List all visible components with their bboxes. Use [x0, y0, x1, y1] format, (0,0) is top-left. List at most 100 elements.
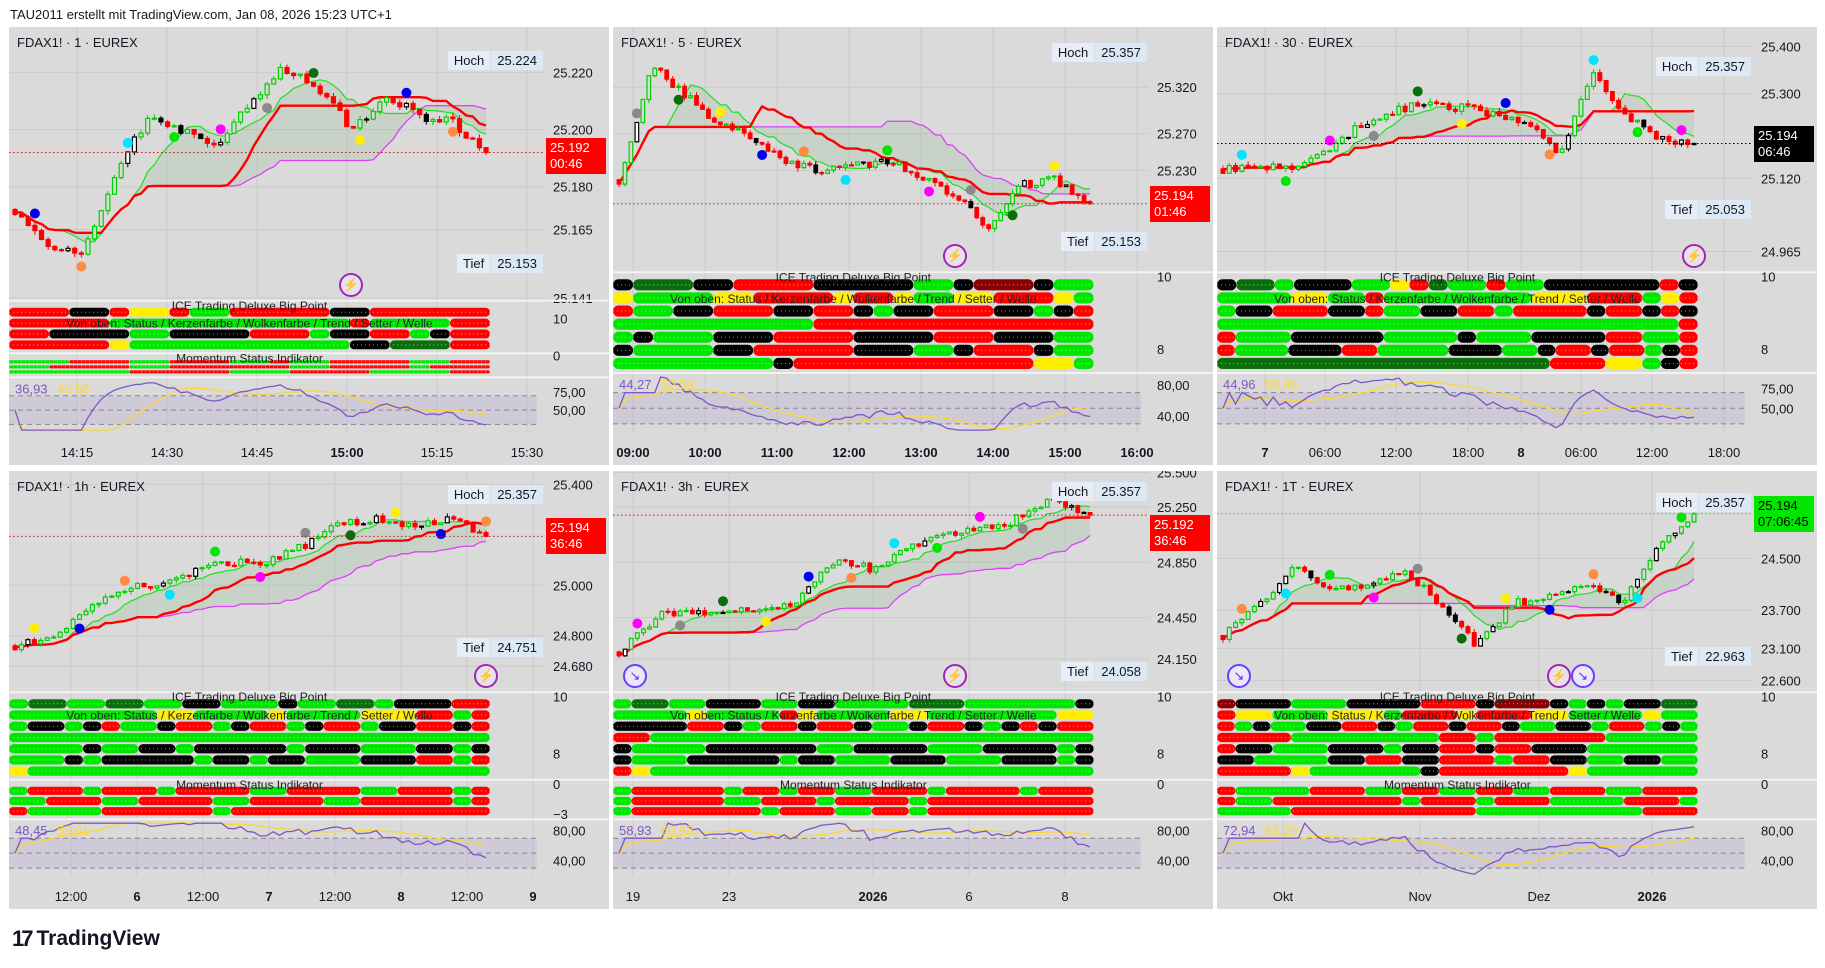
chart-canvas[interactable]: 25.500 25.250 24.850 24.450 24.150 ICE Tradin…	[613, 471, 1213, 909]
ice-strip-legend: Von oben: Status / Kerzenfarbe / Wolkenf…	[670, 292, 1037, 306]
chart-panel[interactable]: 25.400 25.300 25.120 24.965 ICE Trading Delu…	[1217, 27, 1817, 465]
chart-canvas[interactable]: 25.400 25.300 25.120 24.965 ICE Trading Delu…	[1217, 27, 1817, 465]
candle	[135, 582, 141, 589]
lightning-icon[interactable]: ⚡	[943, 244, 967, 269]
chart-panel[interactable]: 24.500 23.700 23.100 22.600 ICE Trading Delu…	[1217, 471, 1817, 909]
signal-marker	[1588, 55, 1599, 66]
candle	[1446, 103, 1452, 110]
momentum-strip-segment	[229, 370, 290, 374]
signal-marker	[1500, 98, 1511, 109]
ice-strip-segment	[1033, 344, 1054, 356]
ice-strip-segment	[1494, 744, 1532, 754]
tradingview-logo-text: TradingView	[36, 927, 160, 950]
ice-strip-segment	[1549, 699, 1569, 709]
candle	[289, 549, 295, 553]
price-axis-label: 25.141	[553, 291, 593, 306]
candle	[634, 121, 640, 143]
candle	[837, 165, 843, 168]
lightning-icon[interactable]: ⚡	[943, 664, 967, 689]
lightning-icon[interactable]: ⚡	[1547, 664, 1571, 689]
candle	[291, 72, 297, 77]
chart-canvas[interactable]: 25.220 25.200 25.180 25.165 25.141 ICE Tradin…	[9, 27, 609, 465]
candle	[1352, 584, 1358, 591]
ice-strip-segment	[1383, 331, 1458, 343]
candle	[1459, 620, 1465, 628]
candle	[861, 161, 866, 164]
candle	[1628, 586, 1634, 601]
candle	[1302, 161, 1308, 167]
chart-panel[interactable]: 25.500 25.250 24.850 24.450 24.150 ICE Tradin…	[613, 471, 1213, 909]
candle	[659, 610, 665, 620]
candle	[781, 603, 787, 610]
ice-strip-segment	[853, 744, 928, 754]
arrow-icon[interactable]: ↘	[623, 664, 647, 689]
candle	[184, 128, 191, 134]
symbol-title[interactable]: FDAX1! · 1h · EUREX	[17, 479, 145, 494]
candle	[664, 69, 670, 80]
lightning-icon[interactable]: ⚡	[339, 272, 363, 297]
ice-strip-segment	[760, 721, 798, 731]
candle	[745, 607, 750, 612]
ice-strip-segment	[1346, 699, 1421, 709]
candle	[1004, 203, 1009, 214]
ice-strip-segment	[1642, 305, 1661, 317]
price-axis-label: 25.180	[553, 180, 593, 195]
symbol-title[interactable]: FDAX1! · 30 · EUREX	[1225, 35, 1353, 50]
signal-marker	[262, 102, 273, 113]
last-price-label: 25.194 07:06:45	[1754, 495, 1814, 532]
candle	[102, 596, 108, 604]
candle	[885, 561, 891, 566]
symbol-title[interactable]: FDAX1! · 1T · EUREX	[1225, 479, 1354, 494]
conversion-line	[14, 79, 487, 244]
time-axis-label: 10:00	[688, 445, 721, 460]
ice-strip-segment	[742, 721, 761, 731]
chart-canvas[interactable]: 25.320 25.270 25.230 ICE Trading Deluxe Big…	[613, 27, 1213, 465]
time-axis-label: 9	[529, 889, 536, 904]
ice-strip-segment	[613, 766, 632, 776]
candle	[771, 150, 777, 153]
ice-strip-segment	[853, 344, 914, 356]
candle	[317, 85, 323, 95]
ice-strip-segment	[834, 699, 909, 709]
momentum-strip-segment	[286, 786, 361, 795]
chart-canvas[interactable]: 25.400 25.000 24.800 24.680 ICE Trading Delu…	[9, 471, 609, 909]
ice-strip-segment	[753, 344, 854, 356]
high-label-value: 25.357	[1699, 493, 1751, 513]
arrow-icon[interactable]: ↘	[1570, 664, 1595, 689]
candle	[1081, 194, 1087, 203]
chart-panel[interactable]: 25.220 25.200 25.180 25.165 25.141 ICE Tradin…	[9, 27, 609, 465]
chart-canvas[interactable]: 24.500 23.700 23.100 22.600 ICE Trading Delu…	[1217, 471, 1817, 909]
candle	[105, 193, 111, 212]
chart-panel[interactable]: 25.400 25.000 24.800 24.680 ICE Trading Delu…	[9, 471, 609, 909]
ice-strip-segment	[452, 710, 472, 720]
ice-strip-segment	[1605, 331, 1643, 343]
candle	[813, 164, 819, 174]
ice-strip-segment	[908, 699, 965, 709]
momentum-strip-segment	[927, 807, 1094, 816]
signal-marker	[1412, 563, 1423, 574]
ice-strip-segment	[933, 305, 994, 317]
low-label-value: 22.963	[1699, 647, 1751, 667]
arrow-icon[interactable]: ↘	[1227, 664, 1251, 689]
chart-panel[interactable]: 25.320 25.270 25.230 ICE Trading Deluxe Big…	[613, 27, 1213, 465]
ice-strip-segment	[1662, 344, 1681, 356]
symbol-title[interactable]: FDAX1! · 5 · EUREX	[621, 35, 742, 50]
high-label-value: 25.224	[491, 51, 543, 71]
candle	[191, 128, 197, 135]
symbol-title[interactable]: FDAX1! · 3h · EUREX	[621, 479, 749, 494]
lightning-icon[interactable]: ⚡	[1682, 244, 1707, 269]
lightning-icon[interactable]: ⚡	[474, 664, 499, 689]
candle	[324, 92, 330, 98]
signal-marker	[210, 546, 221, 557]
candle	[968, 200, 974, 209]
last-price-value: 25.194	[550, 520, 590, 536]
ice-strip-segment	[156, 710, 194, 720]
ice-strip-segment	[1038, 721, 1057, 731]
candle	[1678, 139, 1684, 145]
symbol-title[interactable]: FDAX1! · 1 · EUREX	[17, 35, 138, 50]
candle	[32, 224, 38, 232]
candle	[283, 550, 289, 560]
candle	[944, 185, 950, 195]
candle	[322, 531, 328, 538]
ice-strip-segment	[1680, 344, 1698, 356]
